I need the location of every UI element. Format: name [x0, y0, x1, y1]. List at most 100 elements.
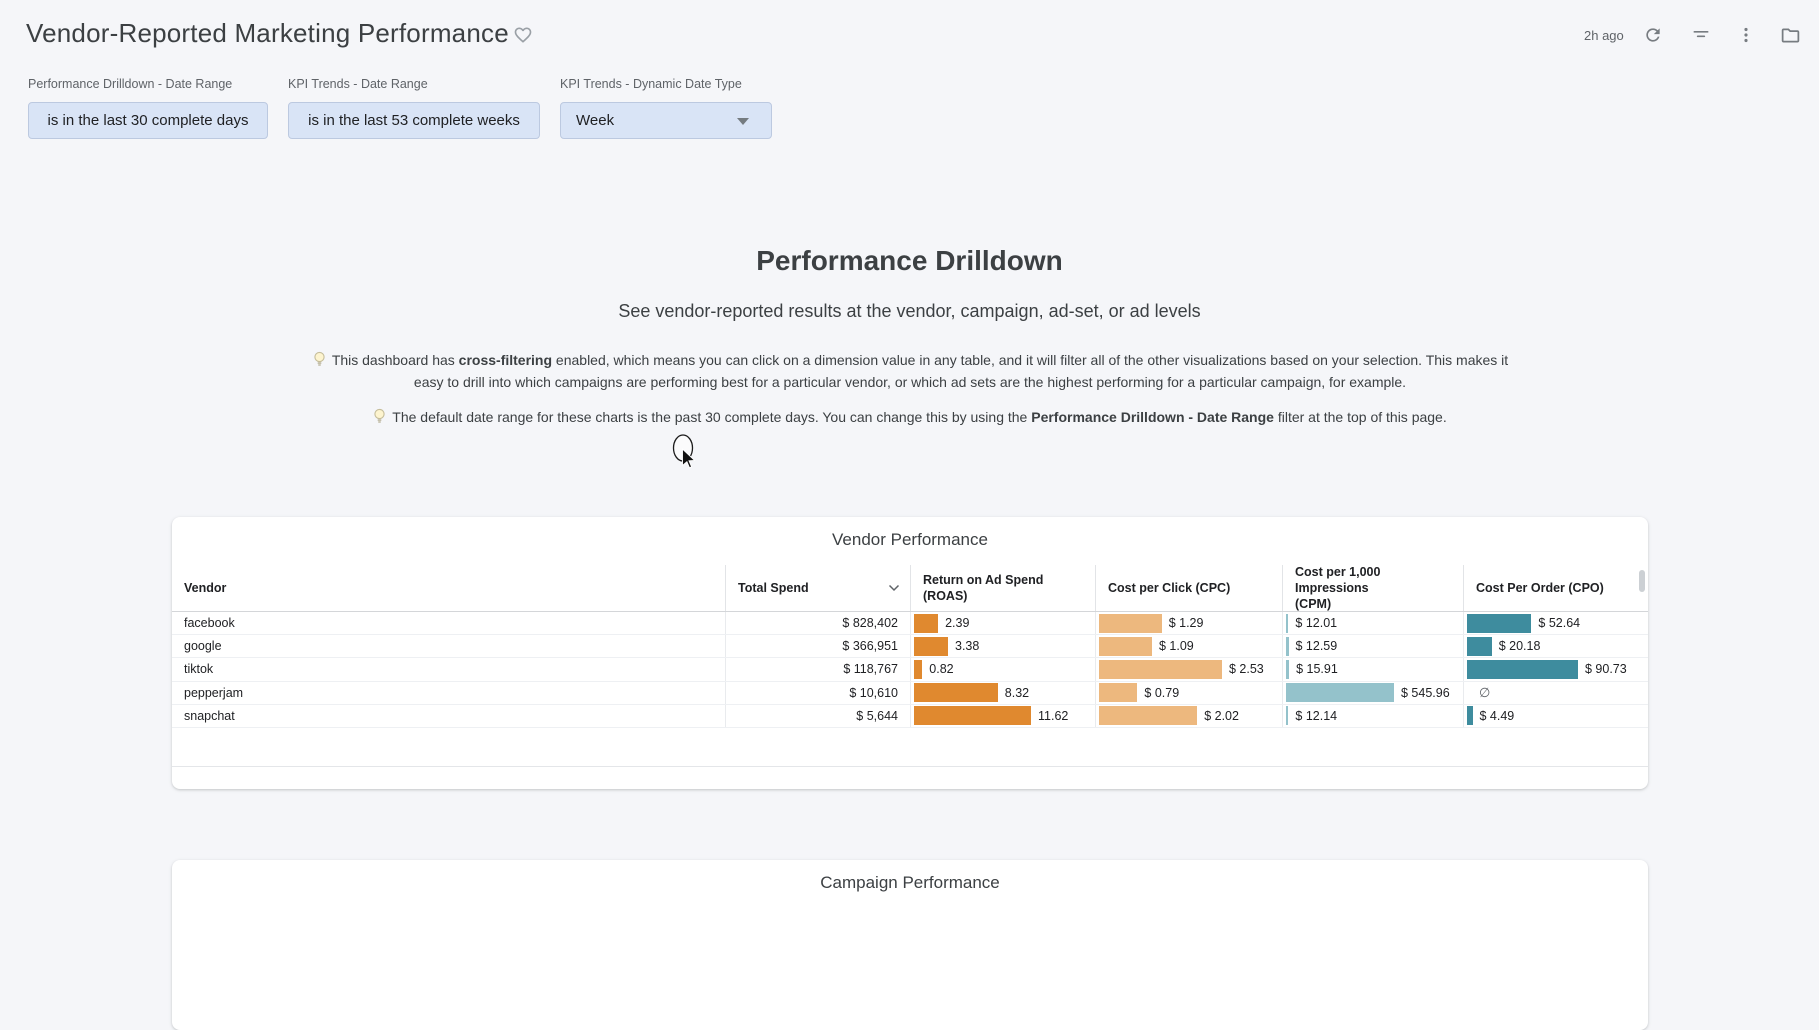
cpo-bar [1467, 659, 1578, 679]
cpo-value: $ 20.18 [1498, 639, 1541, 654]
roas-cell[interactable]: 8.32 [910, 681, 1095, 704]
cpc-value: $ 0.79 [1144, 685, 1180, 700]
filter-value: is in the last 53 complete weeks [308, 112, 520, 129]
column-header-label: Return on Ad Spend (ROAS) [923, 573, 1044, 603]
roas-cell[interactable]: 11.62 [910, 704, 1095, 727]
cpo-value: $ 52.64 [1538, 616, 1581, 631]
column-header-label: Total Spend [738, 581, 809, 595]
vendor-cell[interactable]: pepperjam [184, 685, 244, 700]
cpc-bar [1099, 706, 1198, 726]
vendor-cell[interactable]: facebook [184, 616, 235, 631]
cpm-cell[interactable]: $ 12.01 [1282, 612, 1463, 635]
cpc-bar [1099, 613, 1162, 633]
column-header-cpm[interactable]: Cost per 1,000 Impressions (CPM) [1282, 565, 1463, 611]
cpm-cell[interactable]: $ 545.96 [1282, 681, 1463, 704]
cross-filtering-tip: This dashboard has cross-filtering enabl… [300, 349, 1520, 393]
cpo-cell[interactable]: $ 52.64 [1463, 612, 1648, 635]
cpm-value: $ 12.59 [1295, 639, 1338, 654]
roas-value: 8.32 [1004, 685, 1030, 700]
roas-value: 2.39 [945, 616, 970, 631]
roas-cell[interactable]: 3.38 [910, 635, 1095, 658]
column-header-roas[interactable]: Return on Ad Spend (ROAS) [910, 565, 1095, 611]
total-spend-value: $ 828,402 [842, 616, 898, 631]
cpc-bar [1099, 683, 1138, 703]
filter-label-performance-drilldown-date-range: Performance Drilldown - Date Range [28, 77, 233, 91]
table-row-google: google $ 366,951 3.38 $ 1.09 $ 12.59 $ 20.18 [172, 635, 1648, 659]
date-range-tip: The default date range for these charts … [0, 406, 1819, 428]
roas-value: 0.82 [929, 662, 954, 677]
column-header-cpo[interactable]: Cost Per Order (CPO) [1463, 565, 1648, 611]
vendor-performance-card: Vendor Performance Vendor Total Spend Retu… [172, 517, 1648, 789]
more-options-button[interactable] [1733, 22, 1759, 48]
roas-value: 3.38 [955, 639, 980, 654]
section-heading: Performance Drilldown [756, 245, 1063, 276]
cpo-cell[interactable]: $ 20.18 [1463, 635, 1648, 658]
favorite-heart-icon[interactable] [513, 25, 533, 50]
table-row-pepperjam: pepperjam $ 10,610 8.32 $ 0.79 $ 545.96 ∅ [172, 681, 1648, 705]
campaign-performance-card: Campaign Performance [172, 860, 1648, 1030]
cpc-cell[interactable]: $ 0.79 [1095, 681, 1282, 704]
roas-value: 11.62 [1038, 708, 1069, 723]
column-header-vendor[interactable]: Vendor [172, 565, 725, 611]
filter-button[interactable] [1688, 22, 1714, 48]
cpc-cell[interactable]: $ 2.02 [1095, 704, 1282, 727]
spend-cell[interactable]: $ 10,610 [725, 681, 910, 704]
cpo-cell[interactable]: ∅ [1463, 681, 1648, 704]
folder-button[interactable] [1777, 22, 1803, 48]
cpm-cell[interactable]: $ 12.59 [1282, 635, 1463, 658]
chevron-down-icon [737, 118, 749, 125]
cpc-bar [1099, 659, 1222, 679]
cpm-cell[interactable]: $ 12.14 [1282, 704, 1463, 727]
roas-cell[interactable]: 0.82 [910, 658, 1095, 681]
vendor-cell[interactable]: snapchat [184, 708, 235, 723]
cpc-value: $ 1.09 [1159, 639, 1194, 654]
cpm-cell[interactable]: $ 15.91 [1282, 658, 1463, 681]
roas-bar [914, 706, 1031, 726]
spend-cell[interactable]: $ 5,644 [725, 704, 910, 727]
cpo-value: $ 90.73 [1585, 662, 1627, 677]
table-title: Campaign Performance [820, 873, 1000, 892]
cpm-bar [1286, 613, 1289, 633]
section-subheading: See vendor-reported results at the vendo… [618, 301, 1201, 321]
cpo-cell[interactable]: $ 4.49 [1463, 704, 1648, 727]
column-header-label: Cost Per Order (CPO) [1476, 581, 1604, 595]
dynamic-date-type-dropdown[interactable]: Week [560, 102, 772, 139]
column-header-cpc[interactable]: Cost per Click (CPC) [1095, 565, 1282, 611]
refresh-button[interactable] [1640, 22, 1666, 48]
cpc-cell[interactable]: $ 2.53 [1095, 658, 1282, 681]
total-spend-value: $ 5,644 [856, 708, 898, 723]
vertical-scrollbar-thumb[interactable] [1639, 570, 1645, 592]
date-range-filter-chip[interactable]: is in the last 30 complete days [28, 102, 268, 139]
roas-bar [914, 683, 998, 703]
dropdown-selected-value: Week [576, 112, 615, 129]
column-header-spend[interactable]: Total Spend [725, 565, 910, 611]
cpm-value: $ 12.14 [1295, 708, 1338, 723]
spend-cell[interactable]: $ 366,951 [725, 635, 910, 658]
cpc-value: $ 2.02 [1204, 708, 1239, 723]
cpo-cell[interactable]: $ 90.73 [1463, 658, 1648, 681]
filter-label-kpi-trends-date-range: KPI Trends - Date Range [288, 77, 428, 91]
cpm-bar [1286, 636, 1289, 656]
table-header-row: Vendor Total Spend Return on Ad Spend (ROA… [172, 565, 1648, 612]
table-body: facebook $ 828,402 2.39 $ 1.29 $ 12.01 $ 52.6… [172, 612, 1648, 728]
vendor-cell[interactable]: google [184, 639, 222, 654]
roas-bar [914, 659, 923, 679]
vendor-cell[interactable]: tiktok [184, 662, 214, 677]
cpm-value: $ 12.01 [1295, 616, 1338, 631]
cpc-value: $ 1.29 [1168, 616, 1204, 631]
spend-cell[interactable]: $ 828,402 [725, 612, 910, 635]
lightbulb-icon [374, 408, 385, 423]
cpc-cell[interactable]: $ 1.09 [1095, 635, 1282, 658]
cpc-cell[interactable]: $ 1.29 [1095, 612, 1282, 635]
mouse-cursor [672, 434, 696, 469]
cpo-bar [1467, 613, 1532, 633]
sort-desc-chevron-icon [888, 584, 900, 592]
last-updated-label: 2h ago [1584, 28, 1624, 43]
cpc-value: $ 2.53 [1229, 662, 1264, 677]
kpi-date-range-filter-chip[interactable]: is in the last 53 complete weeks [288, 102, 540, 139]
roas-cell[interactable]: 2.39 [910, 612, 1095, 635]
cpc-bar [1099, 636, 1152, 656]
spend-cell[interactable]: $ 118,767 [725, 658, 910, 681]
table-row-facebook: facebook $ 828,402 2.39 $ 1.29 $ 12.01 $ 52.6… [172, 612, 1648, 636]
cpm-bar [1286, 706, 1289, 726]
